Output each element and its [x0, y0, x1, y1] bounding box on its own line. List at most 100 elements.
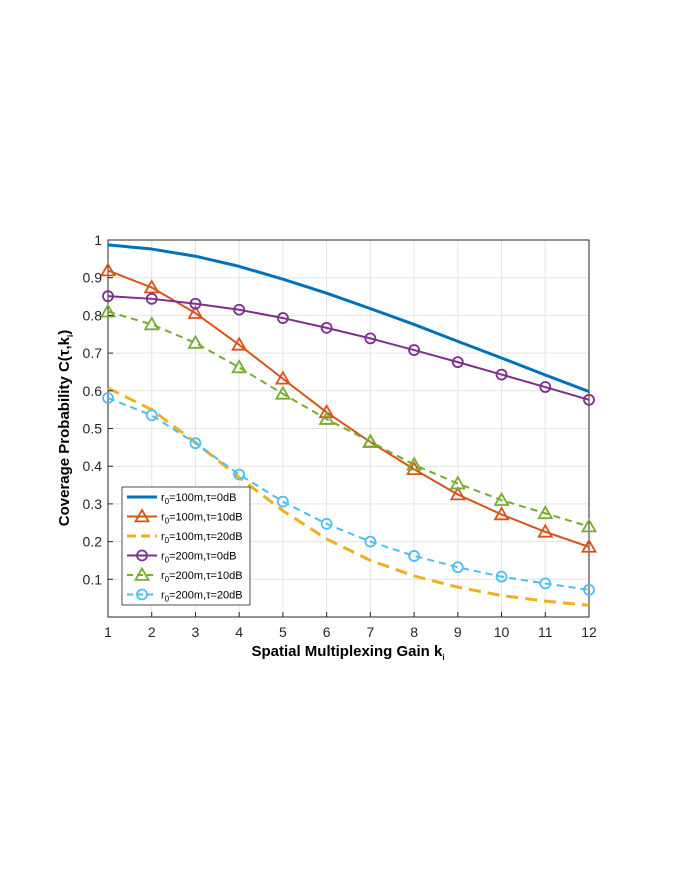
legend-label: r0=200m,τ=20dB: [161, 590, 243, 604]
x-tick-label: 2: [148, 624, 156, 640]
data-point: [537, 523, 554, 538]
legend-entry: r0=100m,τ=20dB: [127, 531, 243, 545]
data-point: [274, 385, 291, 400]
data-point: [583, 393, 595, 406]
y-tick-label: 0.8: [83, 307, 103, 323]
data-point: [362, 433, 379, 448]
data-point: [318, 410, 335, 425]
data-point: [451, 561, 464, 574]
x-tick-label: 4: [235, 624, 243, 640]
data-point: [143, 316, 160, 331]
legend-label: r0=100m,τ=20dB: [161, 531, 243, 545]
legend-entry: r0=100m,τ=0dB: [127, 492, 236, 506]
data-point: [233, 468, 246, 481]
data-point: [493, 506, 510, 521]
series-line: [107, 243, 590, 393]
legend-label: r0=100m,τ=10dB: [161, 512, 243, 526]
legend-label: r0=200m,τ=0dB: [161, 551, 236, 565]
series-line: [107, 397, 590, 591]
data-point: [277, 312, 289, 324]
data-point: [102, 290, 114, 303]
legend-marker: [136, 588, 148, 601]
data-point: [406, 456, 423, 471]
tick-labels: 1 2 3 4 5 6 7 8 9 10 11 120.10.20.30.40.50.60.70.80…: [83, 232, 597, 640]
x-tick-label: 12: [581, 624, 597, 640]
legend-marker: [133, 566, 151, 581]
legend-label: r0=200m,τ=10dB: [161, 570, 243, 584]
data-point: [449, 475, 466, 490]
legend-entry: r0=200m,τ=10dB: [127, 566, 243, 584]
series-1: [107, 243, 590, 393]
data-point: [143, 279, 160, 294]
x-tick-label: 9: [454, 624, 462, 640]
data-point: [495, 368, 508, 381]
series-6: [102, 392, 595, 596]
data-point: [408, 344, 420, 356]
legend-entry: r0=200m,τ=0dB: [127, 549, 236, 565]
series-layer: [99, 243, 598, 607]
data-point: [451, 356, 464, 369]
data-point: [233, 303, 246, 316]
x-tick-label: 8: [410, 624, 418, 640]
y-tick-label: 0.9: [83, 270, 103, 286]
data-point: [406, 460, 423, 475]
legend-marker: [133, 508, 151, 523]
data-point: [320, 321, 333, 334]
y-tick-label: 0.7: [83, 345, 103, 361]
data-point: [539, 381, 552, 393]
x-axis-title: Spatial Multiplexing Gain ki: [251, 643, 444, 662]
data-point: [580, 518, 598, 533]
series-5: [99, 303, 598, 533]
y-tick-label: 1: [94, 232, 102, 248]
series-line: [107, 310, 590, 528]
x-tick-label: 6: [323, 624, 331, 640]
x-tick-label: 10: [494, 624, 510, 640]
data-point: [449, 486, 466, 501]
data-point: [583, 583, 595, 596]
data-point: [537, 505, 554, 520]
legend: r0=100m,τ=0dB r0=100m,τ=10dB r0=100m,τ=20d…: [121, 486, 251, 606]
data-point: [187, 304, 204, 319]
data-point: [364, 332, 377, 345]
y-tick-label: 0.3: [83, 496, 103, 512]
legend-entry: r0=200m,τ=20dB: [127, 588, 243, 604]
series-3: [107, 386, 590, 607]
x-tick-label: 1: [104, 624, 112, 640]
series-line: [107, 269, 590, 548]
data-point: [277, 495, 289, 508]
legend-label: r0=100m,τ=0dB: [161, 492, 236, 506]
data-point: [495, 570, 508, 583]
data-point: [318, 403, 335, 419]
data-point: [493, 491, 510, 506]
data-point: [274, 370, 291, 385]
series-line: [107, 386, 590, 607]
data-point: [187, 334, 204, 349]
data-point: [189, 437, 202, 450]
data-point: [539, 577, 552, 590]
series-4: [102, 290, 595, 406]
data-point: [145, 292, 158, 305]
x-tick-label: 11: [538, 624, 553, 640]
data-point: [580, 538, 598, 553]
x-tick-label: 3: [192, 624, 200, 640]
data-point: [189, 297, 202, 310]
data-point: [99, 303, 117, 318]
data-point: [102, 392, 114, 404]
x-tick-label: 7: [366, 624, 374, 640]
x-tick-label: 5: [279, 624, 287, 640]
series-line: [107, 295, 590, 401]
data-point: [231, 359, 248, 374]
y-tick-label: 0.5: [83, 421, 103, 437]
legend-box: [121, 486, 251, 606]
data-point: [320, 517, 333, 530]
data-point: [231, 336, 248, 351]
y-tick-label: 0.2: [83, 534, 103, 550]
data-point: [99, 262, 117, 277]
data-point: [364, 535, 377, 548]
y-tick-label: 0.1: [83, 571, 103, 587]
legend-entry: r0=100m,τ=10dB: [127, 508, 243, 526]
data-point: [408, 550, 420, 562]
legend-marker: [136, 549, 148, 562]
data-point: [145, 409, 158, 422]
